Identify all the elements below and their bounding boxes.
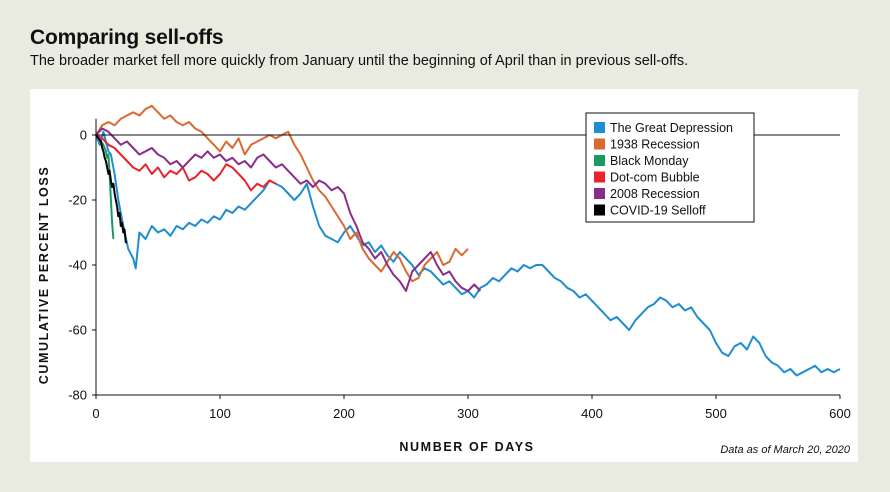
legend-swatch [594, 122, 605, 133]
x-tick-label: 500 [705, 406, 727, 421]
y-tick-label: -20 [68, 193, 87, 208]
y-axis-label: CUMULATIVE PERCENT LOSS [37, 166, 51, 385]
legend-item-label: COVID-19 Selloff [610, 204, 706, 218]
legend-swatch [594, 138, 605, 150]
x-tick-label: 200 [333, 406, 355, 421]
legend-swatch [594, 204, 605, 216]
x-tick-label: 100 [209, 406, 231, 421]
legend-box [585, 112, 755, 223]
legend-item-label: The Great Depression [610, 121, 733, 135]
y-tick-label: -60 [68, 323, 87, 338]
chart-title: Comparing sell-offs [30, 26, 224, 49]
y-tick-label: -40 [68, 258, 87, 273]
series-line-covid-19-selloff [95, 134, 127, 244]
x-axis-label: NUMBER OF DAYS [399, 440, 534, 454]
x-tick-label: 0 [92, 406, 99, 421]
y-tick-label: 0 [80, 128, 87, 143]
x-tick-label: 300 [457, 406, 479, 421]
legend-item-label: Dot-com Bubble [610, 171, 700, 185]
series-line-the-great-depression [95, 130, 841, 377]
legend-swatch [594, 171, 605, 183]
data-note: Data as of March 20, 2020 [720, 444, 851, 456]
series-line-dot-com-bubble [95, 134, 277, 192]
x-tick-label: 600 [829, 406, 851, 421]
x-tick-label: 400 [581, 406, 603, 421]
chart-subtitle: The broader market fell more quickly fro… [30, 53, 689, 69]
legend-swatch [594, 155, 605, 166]
series-line-2008-recession [95, 127, 482, 292]
y-tick-label: -80 [68, 388, 87, 403]
legend-item-label: 1938 Recession [610, 138, 700, 152]
legend-item-label: Black Monday [610, 154, 689, 168]
legend-swatch [594, 188, 605, 199]
legend-item-label: 2008 Recession [610, 187, 700, 201]
